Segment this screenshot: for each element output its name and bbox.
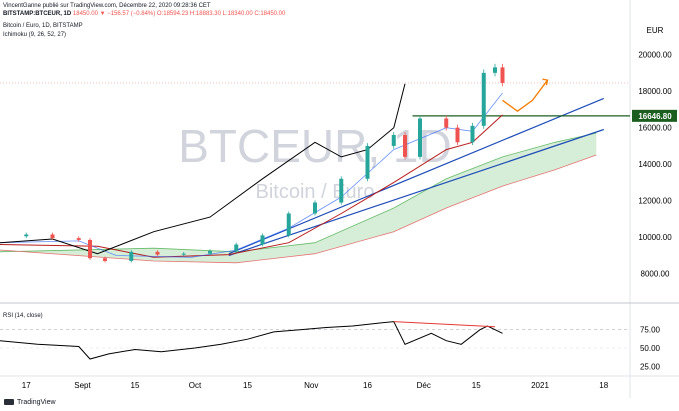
candle xyxy=(88,239,92,259)
candle xyxy=(470,125,475,143)
candle xyxy=(455,127,460,143)
candle xyxy=(403,134,407,157)
time-tick-label: 15 xyxy=(243,381,252,390)
candle xyxy=(493,67,497,73)
candle xyxy=(481,72,486,126)
price-label-badge xyxy=(632,109,677,122)
candle xyxy=(444,118,449,128)
price-tick-label: 20000.00 xyxy=(638,51,672,60)
chart-title: Bitcoin / Euro, 1D, BITSTAMP xyxy=(3,23,83,29)
indicator-label: Ichimoku (9, 26, 52, 27) xyxy=(3,32,67,38)
symbol-line: BITSTAMP:BTCEUR, 1D 18450.00 ▼ −156.57 (… xyxy=(3,10,285,18)
candle xyxy=(129,251,134,261)
price-tick-label: 14000.00 xyxy=(638,160,672,169)
projection-arrow-head xyxy=(542,78,549,86)
time-tick-label: 18 xyxy=(599,381,608,390)
candle xyxy=(234,244,239,251)
candle xyxy=(50,234,55,239)
ohlc-values: 18450.00 ▼ −156.57 (−0.84%) O:18594.23 H… xyxy=(72,11,286,17)
candle xyxy=(76,238,81,240)
candle xyxy=(286,213,291,236)
rsi-tick-label: 75.00 xyxy=(640,326,661,335)
price-axis-unit: EUR xyxy=(647,26,664,35)
candle xyxy=(24,234,29,237)
price-tick-label: 10000.00 xyxy=(638,233,672,242)
senkou-span-b-line xyxy=(0,154,597,264)
time-tick-label: Déc xyxy=(417,381,431,390)
rsi-divergence-line xyxy=(393,321,496,328)
tenkan-sen-line xyxy=(0,92,503,258)
price-tick-label: 12000.00 xyxy=(638,197,672,206)
watermark-symbol: BTCEUR, 1D xyxy=(178,120,451,172)
tradingview-logo[interactable]: TradingView xyxy=(4,399,56,406)
trendline-1 xyxy=(228,97,605,255)
price-tick-label: 8000.00 xyxy=(641,270,670,279)
time-tick-label: Sept xyxy=(74,381,91,390)
trendline-2 xyxy=(228,128,604,257)
chikou-span-line xyxy=(0,83,406,255)
time-tick-label: 16 xyxy=(363,381,372,390)
candle xyxy=(103,258,107,261)
publisher-line: VincentGanne publié sur TradingView.com,… xyxy=(3,3,211,9)
rsi-tick-label: 50.00 xyxy=(640,344,661,353)
candle xyxy=(260,235,265,245)
kijun-sen-line xyxy=(0,114,503,258)
candle xyxy=(391,134,396,146)
time-tick-label: 17 xyxy=(22,381,31,390)
tradingview-logo-text: TradingView xyxy=(17,399,56,406)
candle xyxy=(365,145,370,179)
price-tick-label: 18000.00 xyxy=(638,87,672,96)
price-label-text: 16646.80 xyxy=(638,112,672,121)
rsi-line xyxy=(0,321,503,360)
rsi-tick-label: 25.00 xyxy=(640,362,661,371)
rsi-label: RSI (14, close) xyxy=(3,313,43,319)
time-tick-label: 15 xyxy=(472,381,481,390)
candle xyxy=(208,250,212,254)
price-tick-label: 16000.00 xyxy=(638,124,672,133)
tradingview-icon xyxy=(4,399,14,406)
candle xyxy=(181,253,186,255)
candle xyxy=(500,67,505,83)
candle xyxy=(418,118,422,157)
time-tick-label: Nov xyxy=(304,381,318,390)
watermark-name: Bitcoin / Euro xyxy=(256,181,375,203)
time-tick-label: 15 xyxy=(131,381,140,390)
time-tick-label: Oct xyxy=(189,381,202,390)
time-tick-label: 2021 xyxy=(531,381,549,390)
candle xyxy=(313,202,317,214)
symbol-name: BITSTAMP:BTCEUR, 1D xyxy=(3,11,72,17)
senkou-span-a-line xyxy=(0,132,597,253)
projection-path xyxy=(502,79,549,113)
candle xyxy=(339,178,344,203)
candle xyxy=(155,251,160,255)
